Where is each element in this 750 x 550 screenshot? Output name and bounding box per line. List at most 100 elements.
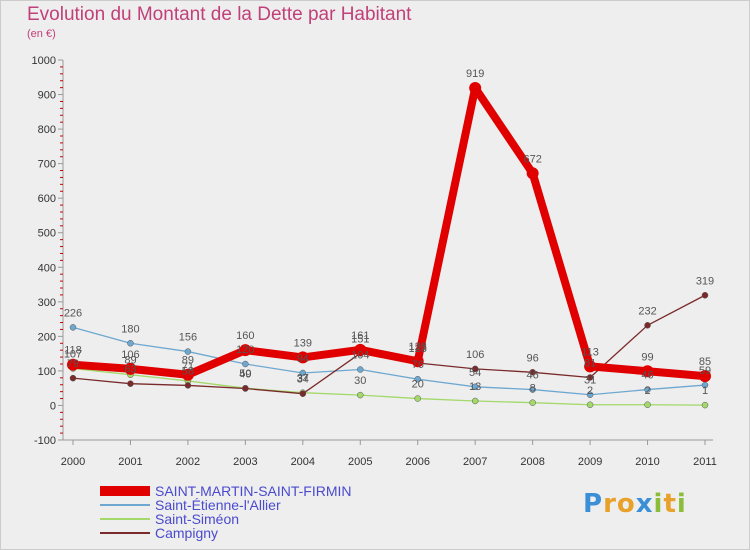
data-point <box>644 401 651 409</box>
y-minor-tick <box>60 204 63 206</box>
proxiti-logo: Proxiti <box>583 489 687 519</box>
data-label: 104 <box>351 350 369 362</box>
data-point <box>239 344 252 357</box>
data-point <box>69 324 77 331</box>
data-label: 37 <box>297 373 309 385</box>
y-minor-tick <box>60 211 63 213</box>
data-label: 63 <box>124 364 136 376</box>
data-point <box>586 374 594 381</box>
logo-letter: P <box>583 489 604 519</box>
y-tick-label: 0 <box>50 400 56 412</box>
data-label: 139 <box>294 337 312 349</box>
y-minor-tick <box>60 418 63 420</box>
data-label: 180 <box>121 323 139 335</box>
data-label: 46 <box>527 370 539 382</box>
data-label: 76 <box>412 359 424 371</box>
data-label: 54 <box>469 367 481 379</box>
x-tick-label: 2001 <box>118 456 142 468</box>
data-point <box>529 399 536 406</box>
logo-letter: i <box>676 489 687 519</box>
y-minor-tick <box>60 342 63 344</box>
y-minor-tick <box>60 107 63 109</box>
data-label: 161 <box>351 330 369 342</box>
y-minor-tick <box>60 218 63 220</box>
x-tick-label: 2004 <box>291 456 315 468</box>
data-point <box>644 386 651 393</box>
series-line <box>72 326 706 396</box>
data-point <box>414 395 421 402</box>
data-label: 2 <box>644 385 650 397</box>
y-minor-tick <box>60 149 63 151</box>
data-label: 226 <box>64 307 82 319</box>
data-label: 89 <box>182 355 194 367</box>
y-tick-label: 200 <box>38 331 56 343</box>
data-label: 30 <box>354 375 366 387</box>
data-point <box>411 355 424 368</box>
legend-swatch <box>100 504 150 506</box>
series-line <box>72 367 706 406</box>
data-point <box>296 351 309 364</box>
y-tick-label: 500 <box>38 228 56 240</box>
data-point <box>701 401 709 409</box>
data-point <box>414 375 421 383</box>
y-tick-label: 800 <box>38 124 56 136</box>
y-minor-tick <box>60 183 63 185</box>
legend-swatch <box>100 518 150 520</box>
y-minor-tick <box>60 259 63 261</box>
data-point <box>357 366 364 373</box>
x-tick-label: 2005 <box>348 456 372 468</box>
legend-swatch <box>100 532 150 534</box>
data-label: 46 <box>641 370 653 382</box>
data-label: 8 <box>530 383 536 395</box>
data-point <box>699 370 711 383</box>
data-point <box>701 292 709 299</box>
data-point <box>127 380 134 387</box>
y-tick-label: 1000 <box>32 55 56 67</box>
y-minor-tick <box>60 308 63 310</box>
data-label: 34 <box>297 374 309 386</box>
y-minor-tick <box>60 363 63 365</box>
y-minor-tick <box>60 384 63 386</box>
y-minor-tick <box>60 225 63 227</box>
data-label: 79 <box>67 358 79 370</box>
y-tick-label: 700 <box>38 159 56 171</box>
data-point <box>184 382 192 389</box>
data-point <box>529 369 536 376</box>
data-label: 107 <box>64 348 82 360</box>
data-point <box>471 365 479 373</box>
data-point <box>586 401 594 409</box>
data-point <box>584 360 597 373</box>
data-label: 151 <box>351 333 369 345</box>
data-point <box>124 362 137 375</box>
data-label: 2 <box>587 385 593 397</box>
y-minor-tick <box>60 356 63 358</box>
y-minor-tick <box>60 156 63 158</box>
y-minor-tick <box>60 239 63 241</box>
x-tick-label: 2006 <box>405 456 429 468</box>
data-point <box>357 391 364 399</box>
data-label: 319 <box>696 275 714 287</box>
x-tick-label: 2009 <box>578 456 602 468</box>
data-label: 99 <box>641 351 653 363</box>
data-label: 123 <box>409 343 427 355</box>
data-label: 20 <box>412 379 424 391</box>
x-tick-label: 2002 <box>176 456 200 468</box>
data-point <box>471 383 479 391</box>
chart-subtitle: (en €) <box>27 28 56 40</box>
data-label: 156 <box>179 332 197 344</box>
y-minor-tick <box>60 176 63 178</box>
series-line <box>72 83 706 381</box>
data-point <box>526 167 539 180</box>
y-tick-label: 600 <box>38 193 56 205</box>
data-point <box>469 81 482 94</box>
data-label: 118 <box>64 345 82 357</box>
legend-label: Saint-Étienne-l'Allier <box>155 497 281 513</box>
y-minor-tick <box>60 121 63 123</box>
y-minor-tick <box>60 190 63 192</box>
y-minor-tick <box>60 432 63 434</box>
y-minor-tick <box>60 328 63 330</box>
data-point <box>184 348 192 355</box>
data-label: 1 <box>702 385 708 397</box>
data-label: 89 <box>124 355 136 367</box>
